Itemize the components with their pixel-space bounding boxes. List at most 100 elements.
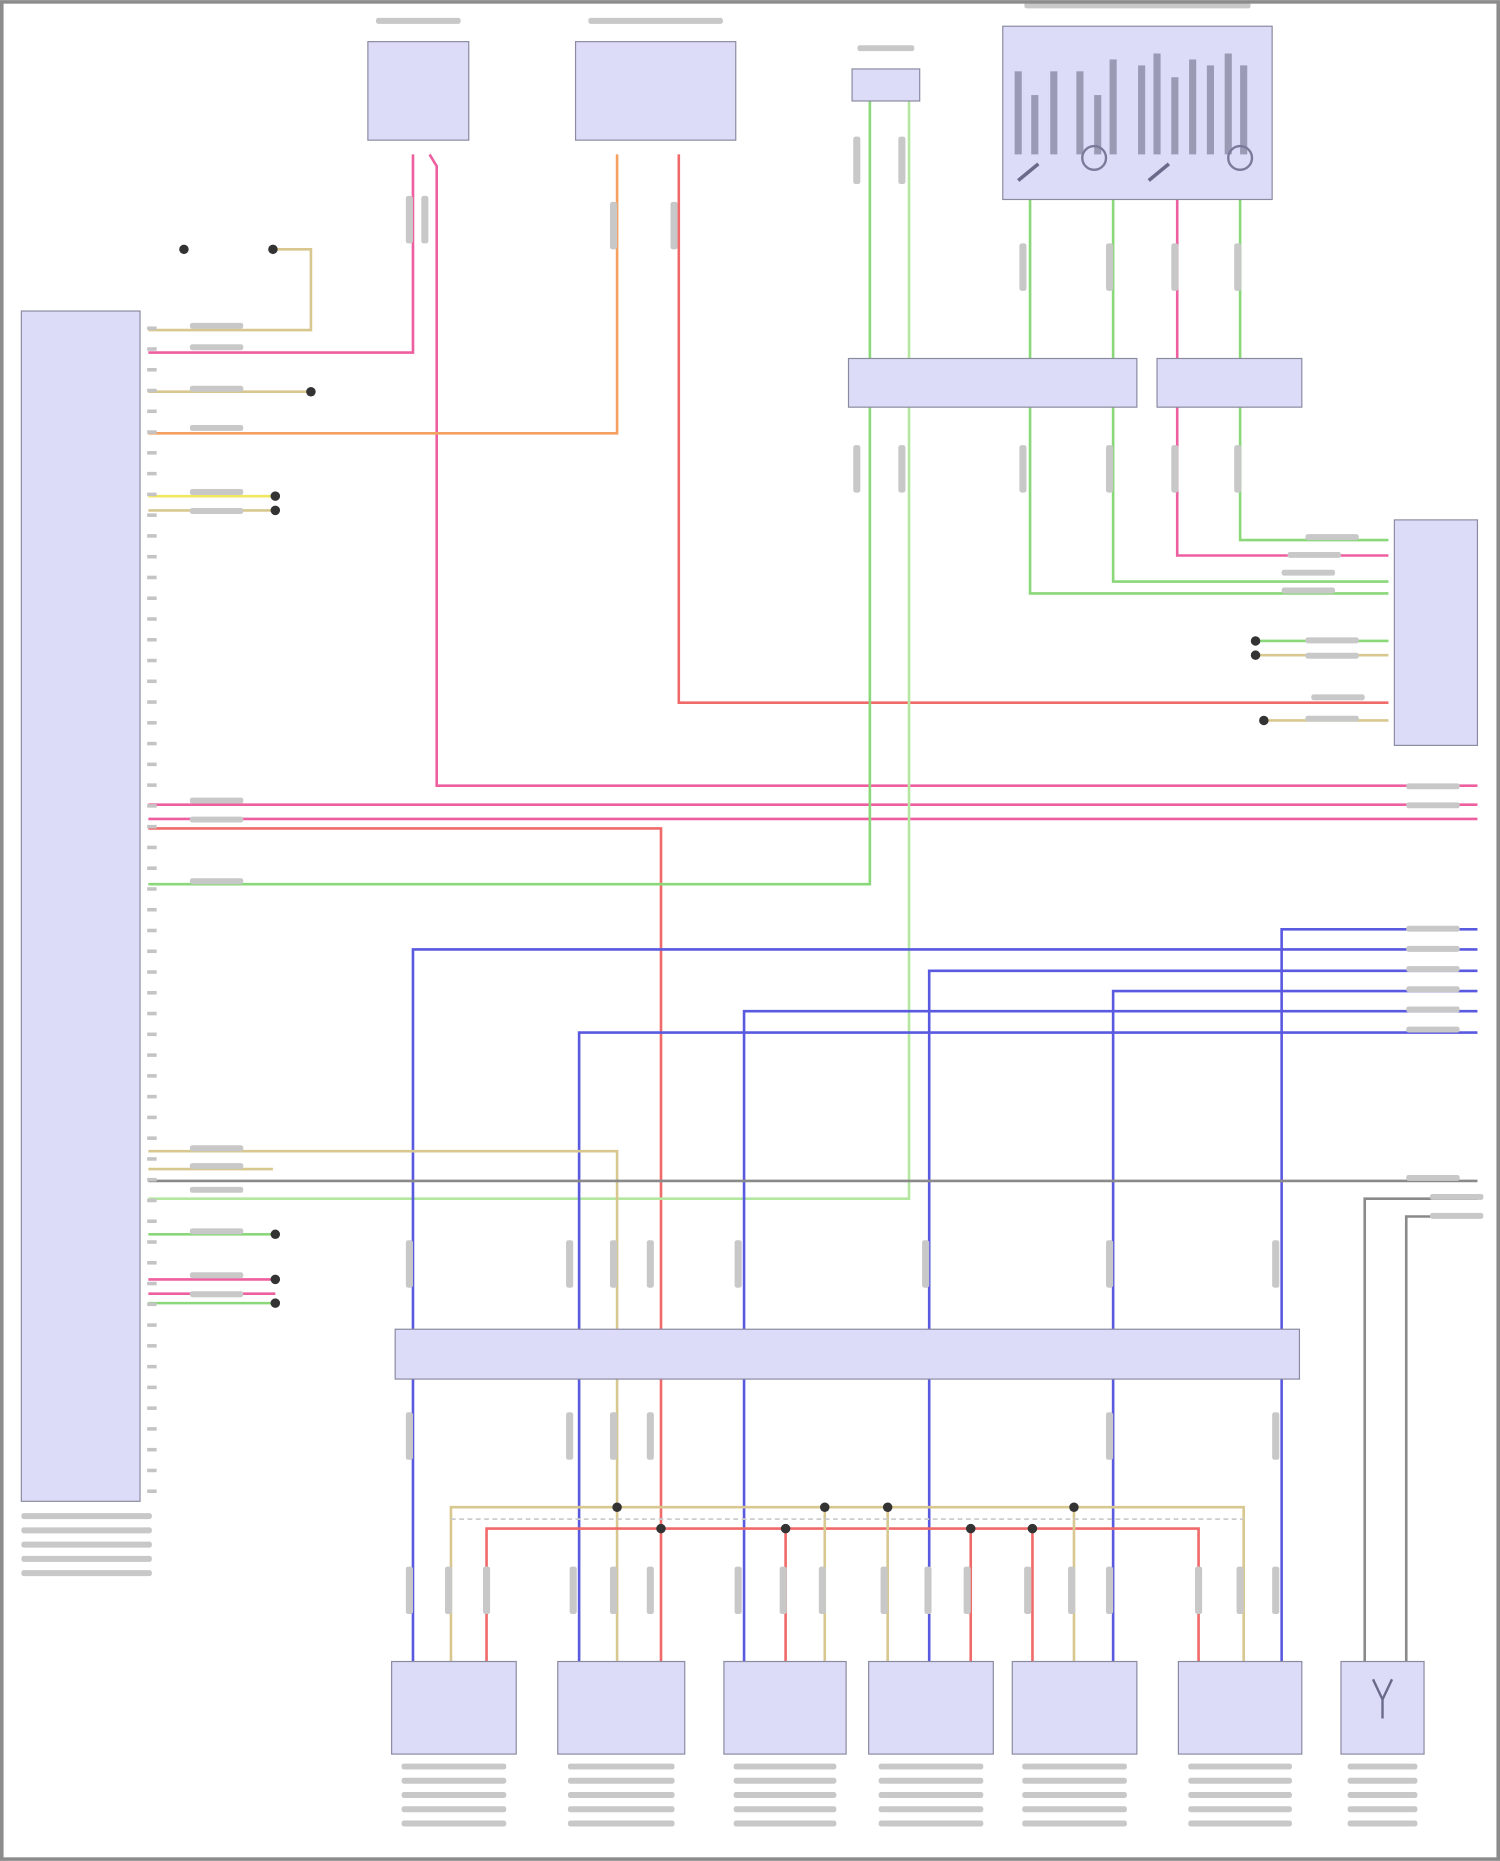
pin-number bbox=[147, 804, 157, 808]
bottom-sensor-5-label-text bbox=[1022, 1820, 1127, 1827]
pin-number bbox=[147, 1219, 157, 1224]
wire-color-label bbox=[1305, 652, 1359, 659]
splice-point bbox=[780, 1523, 791, 1534]
bottom-sensor-4-label-text bbox=[878, 1777, 984, 1784]
switch-contact-icon bbox=[1109, 59, 1117, 155]
pin-number bbox=[147, 1406, 157, 1410]
pin-number bbox=[147, 637, 157, 642]
pin-number bbox=[147, 471, 157, 476]
pin-number bbox=[147, 368, 157, 372]
wire-color-label bbox=[853, 445, 861, 493]
wire-color-label bbox=[1234, 243, 1242, 291]
pin-number bbox=[147, 991, 157, 995]
switch-contact-icon bbox=[1171, 77, 1179, 155]
wire-color-label bbox=[445, 1566, 453, 1615]
connector-marks bbox=[147, 136, 1484, 1615]
main-module-label-text bbox=[21, 1513, 152, 1520]
pin-number bbox=[147, 1385, 157, 1390]
wire-color-label bbox=[1106, 243, 1114, 291]
bottom-sensor-3-label-text bbox=[733, 1806, 837, 1813]
wire-color-label bbox=[421, 195, 429, 244]
lamp-icon bbox=[1227, 144, 1254, 172]
wire-color-label bbox=[1019, 243, 1027, 291]
wire-color-label bbox=[1287, 551, 1341, 558]
bottom-sensor-1-label-text bbox=[401, 1763, 507, 1770]
pin-number bbox=[147, 700, 157, 704]
bottom-sensor-6 bbox=[1177, 1660, 1303, 1755]
wire-color-label bbox=[1106, 1240, 1114, 1288]
wire-color-label bbox=[609, 1412, 618, 1460]
wire-green bbox=[1238, 199, 1389, 542]
wire-color-label bbox=[189, 1186, 244, 1193]
inline-connector-top-left bbox=[847, 357, 1138, 408]
wire-color-label bbox=[1406, 945, 1460, 952]
wire-tan bbox=[148, 1149, 619, 1662]
wire-green bbox=[1111, 199, 1389, 583]
splice-point bbox=[268, 244, 278, 255]
wire-color-label bbox=[566, 1412, 574, 1460]
pin-number bbox=[147, 1260, 157, 1265]
bottom-sensor-5 bbox=[1011, 1660, 1138, 1755]
wire-color-label bbox=[898, 445, 906, 493]
antenna-icon bbox=[1371, 1678, 1394, 1719]
bottom-sensor-4-label-text bbox=[878, 1763, 984, 1770]
pin-number bbox=[147, 845, 157, 850]
main-module-label-text bbox=[21, 1527, 152, 1534]
pin-number bbox=[147, 721, 157, 725]
splice-point bbox=[965, 1523, 976, 1534]
pin-number bbox=[147, 554, 157, 559]
wire-tan bbox=[148, 248, 313, 332]
antenna-module-label-text bbox=[1347, 1792, 1418, 1798]
pin-number bbox=[147, 430, 157, 434]
wire-color-label bbox=[189, 424, 244, 431]
switch-contact-icon bbox=[1153, 53, 1161, 155]
bottom-sensor-2 bbox=[557, 1660, 686, 1755]
switch-contact-icon bbox=[1050, 71, 1058, 155]
wire-color-label bbox=[189, 1272, 244, 1279]
wire-color-label bbox=[1106, 1412, 1114, 1460]
splice-point bbox=[612, 1502, 622, 1512]
wire-color-label bbox=[189, 385, 244, 392]
bottom-sensor-6-label-text bbox=[1188, 1763, 1292, 1770]
pin-number bbox=[147, 1157, 157, 1161]
wire-color-label bbox=[1429, 1193, 1484, 1200]
wire-color-label bbox=[609, 201, 618, 250]
wire-blue bbox=[1111, 989, 1478, 1662]
wire-color-label bbox=[1272, 1240, 1280, 1288]
wire-color-label bbox=[189, 489, 244, 495]
pin-number bbox=[147, 949, 157, 954]
wire-color-label bbox=[482, 1566, 491, 1615]
wire-orange bbox=[148, 154, 619, 435]
wire-light_green bbox=[148, 100, 911, 1201]
wire-color-label bbox=[646, 1566, 654, 1615]
wire-color-label bbox=[1429, 1212, 1484, 1219]
wire-color-label bbox=[1305, 534, 1359, 541]
switch-contact-icon bbox=[1138, 65, 1146, 155]
wire-color-label bbox=[646, 1412, 654, 1460]
main-control-module bbox=[20, 310, 141, 1502]
switch-icon bbox=[1017, 162, 1040, 182]
splice-point bbox=[270, 1274, 281, 1285]
wire-color-label bbox=[1272, 1566, 1280, 1615]
pin-number bbox=[147, 1489, 157, 1493]
pin-number bbox=[147, 866, 157, 870]
pin-number bbox=[147, 1447, 157, 1452]
splice-point bbox=[270, 1229, 281, 1240]
relay-1 bbox=[367, 41, 470, 141]
wire-color-label bbox=[924, 1566, 932, 1615]
pin-number bbox=[147, 326, 157, 331]
wire-red bbox=[677, 154, 1389, 704]
bottom-sensor-1 bbox=[391, 1660, 517, 1755]
splice-point bbox=[179, 244, 189, 255]
splice-point bbox=[1250, 636, 1261, 646]
bottom-sensor-3-label-text bbox=[733, 1792, 837, 1798]
bottom-sensor-5-label-text bbox=[1022, 1763, 1127, 1770]
pin-number bbox=[147, 1302, 157, 1307]
wire-color-label bbox=[189, 1145, 244, 1152]
wire-color-label bbox=[1305, 637, 1359, 644]
bottom-sensor-4-label-text bbox=[878, 1820, 984, 1827]
bottom-sensor-3-label-text bbox=[733, 1820, 837, 1827]
splice-point bbox=[656, 1523, 666, 1534]
wire-color-label bbox=[1406, 1006, 1460, 1013]
